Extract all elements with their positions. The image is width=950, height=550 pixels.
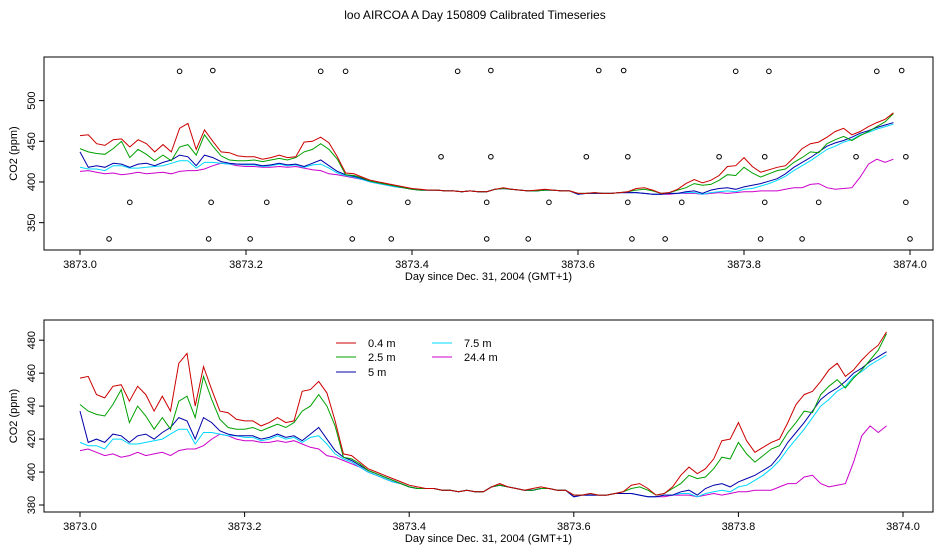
x-tick-label: 3873.2 bbox=[228, 521, 262, 533]
x-axis-title: Day since Dec. 31, 2004 (GMT+1) bbox=[405, 271, 572, 283]
flag-point bbox=[898, 67, 905, 74]
flag-point bbox=[317, 68, 324, 75]
flag-point bbox=[438, 153, 444, 160]
x-tick-label: 3873.4 bbox=[395, 259, 429, 271]
flag-point bbox=[342, 68, 349, 75]
flag-point bbox=[629, 236, 635, 242]
flag-point bbox=[595, 67, 602, 74]
flag-point bbox=[761, 153, 768, 160]
flag-point bbox=[208, 199, 214, 206]
flag-point bbox=[488, 67, 494, 74]
flag-point bbox=[205, 236, 212, 242]
flag-point bbox=[349, 236, 356, 242]
y-tick-label: 400 bbox=[26, 463, 38, 481]
flag-point bbox=[815, 199, 822, 206]
y-tick-label: 350 bbox=[26, 213, 38, 231]
x-tick-label: 3873.8 bbox=[722, 521, 756, 533]
flag-point bbox=[907, 236, 913, 242]
flag-point bbox=[732, 68, 739, 75]
flag-point bbox=[853, 153, 859, 160]
flag-point bbox=[583, 153, 590, 160]
legend-label: 2.5 m bbox=[368, 352, 396, 364]
x-tick-label: 3874.0 bbox=[893, 259, 927, 271]
plot-frame-2 bbox=[43, 319, 934, 513]
flag-point bbox=[625, 199, 631, 206]
series-line-0-4-m bbox=[79, 331, 887, 496]
x-tick-label: 3873.0 bbox=[63, 521, 97, 533]
flag-point bbox=[127, 199, 133, 206]
flag-point bbox=[210, 67, 216, 74]
flag-point bbox=[799, 236, 805, 242]
flag-point bbox=[454, 68, 461, 75]
x-tick-label: 3873.6 bbox=[557, 521, 591, 533]
flag-point bbox=[716, 153, 722, 160]
y-axis-title: CO2 (ppm) bbox=[8, 389, 20, 443]
x-tick-label: 3873.2 bbox=[229, 259, 263, 271]
y-tick-label: 450 bbox=[26, 132, 38, 150]
flag-point bbox=[483, 199, 490, 206]
legend-label: 0.4 m bbox=[368, 338, 396, 350]
flag-point bbox=[766, 68, 772, 75]
flag-point bbox=[106, 236, 112, 242]
x-axis-title: Day since Dec. 31, 2004 (GMT+1) bbox=[405, 533, 572, 545]
flag-point bbox=[263, 199, 270, 206]
y-tick-label: 500 bbox=[26, 91, 38, 109]
series-line-5-m bbox=[79, 122, 894, 195]
x-tick-label: 3873.6 bbox=[561, 259, 595, 271]
x-tick-label: 3874.0 bbox=[886, 521, 920, 533]
flag-point bbox=[761, 199, 768, 206]
y-tick-label: 460 bbox=[26, 364, 38, 382]
flag-point bbox=[346, 199, 353, 206]
flag-point bbox=[483, 236, 490, 242]
flag-point bbox=[903, 153, 909, 160]
flag-point bbox=[176, 68, 183, 75]
x-tick-label: 3873.0 bbox=[63, 259, 97, 271]
y-axis-title: CO2 (ppm) bbox=[8, 126, 20, 180]
flag-point bbox=[678, 199, 685, 206]
legend-label: 24.4 m bbox=[464, 352, 498, 364]
legend-label: 5 m bbox=[368, 367, 386, 379]
flag-point bbox=[388, 236, 395, 242]
flag-point bbox=[757, 236, 764, 242]
flag-point bbox=[874, 68, 880, 75]
flag-point bbox=[662, 236, 668, 242]
series-line-2-5-m bbox=[79, 113, 894, 194]
flag-point bbox=[620, 67, 627, 74]
flag-point bbox=[625, 153, 631, 160]
flag-point bbox=[488, 153, 494, 160]
x-tick-label: 3873.4 bbox=[392, 521, 426, 533]
series-line-0-4-m bbox=[79, 112, 894, 194]
flag-point bbox=[546, 199, 552, 206]
y-tick-label: 380 bbox=[26, 496, 38, 514]
y-tick-label: 440 bbox=[26, 397, 38, 415]
y-tick-label: 480 bbox=[26, 331, 38, 349]
flag-point bbox=[247, 236, 253, 242]
y-tick-label: 420 bbox=[26, 430, 38, 448]
x-tick-label: 3873.8 bbox=[727, 259, 761, 271]
flag-point bbox=[405, 199, 411, 206]
legend-label: 7.5 m bbox=[464, 338, 492, 350]
flag-point bbox=[525, 236, 532, 242]
plot-frame-1 bbox=[43, 56, 934, 251]
series-line-5-m bbox=[79, 351, 887, 498]
y-tick-label: 400 bbox=[26, 173, 38, 191]
flag-point bbox=[903, 199, 909, 206]
chart-title: loo AIRCOA A Day 150809 Calibrated Times… bbox=[344, 8, 606, 22]
